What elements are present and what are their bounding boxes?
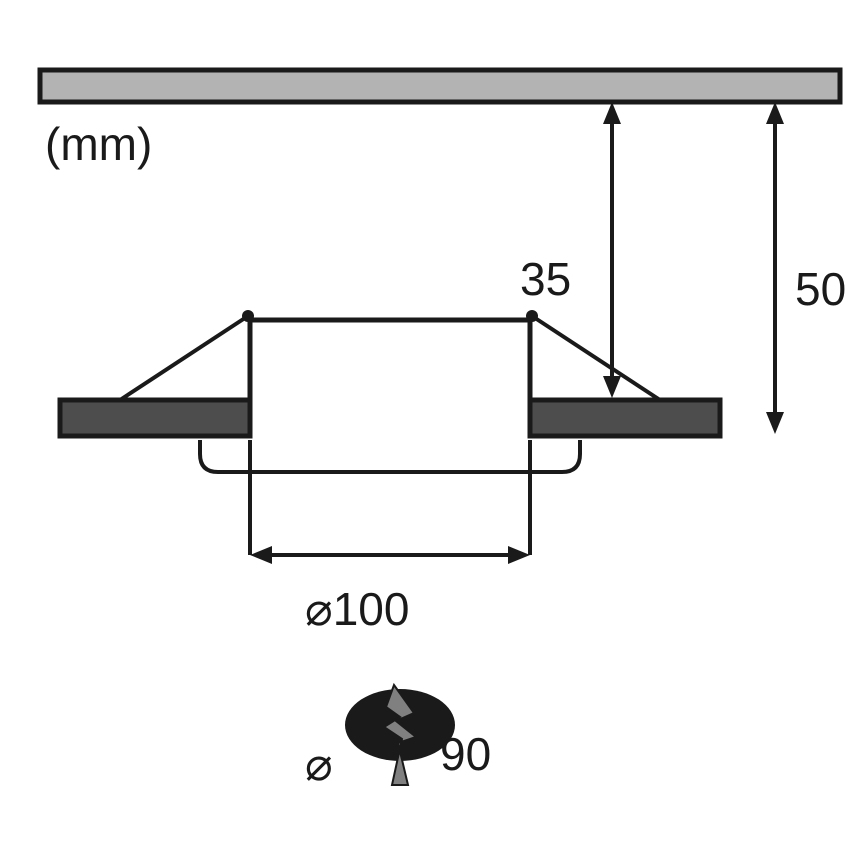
dim-50: 50 [795, 263, 846, 315]
units-label: (mm) [45, 118, 152, 170]
dim-cutout-value: 90 [440, 728, 491, 780]
dim-35: 35 [520, 253, 571, 305]
dim-diameter-100: ⌀100 [305, 583, 409, 635]
dim-cutout-prefix: ⌀ [305, 738, 333, 790]
